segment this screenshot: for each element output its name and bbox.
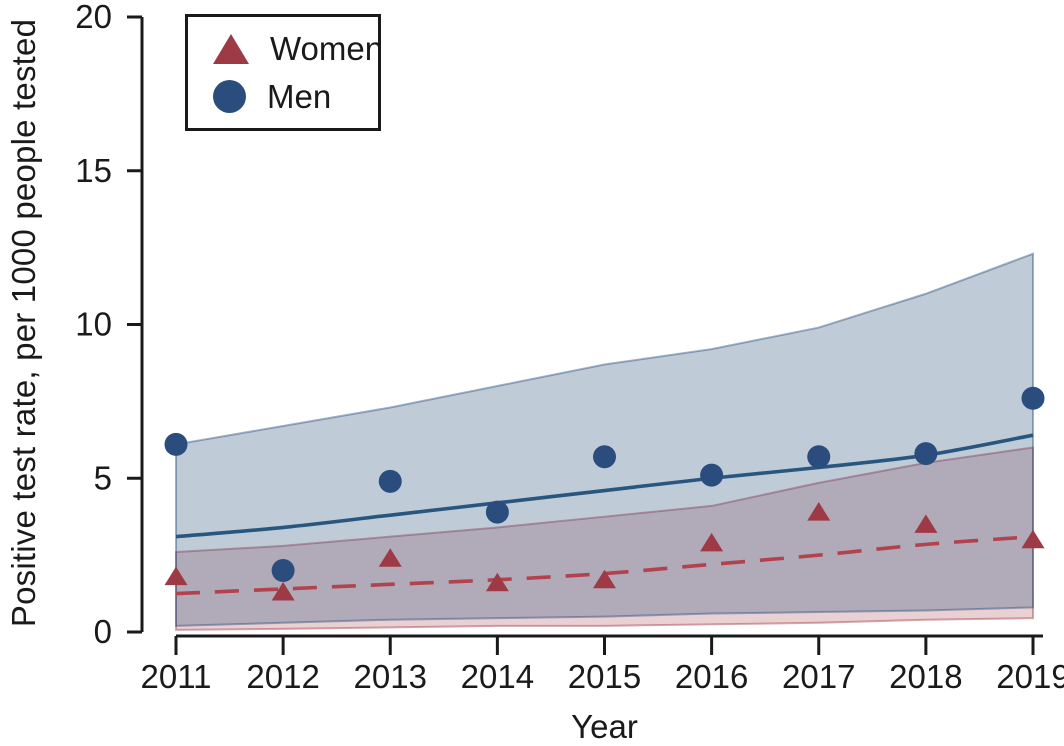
men-point-2018: [914, 442, 938, 466]
women-fit-line: [175, 534, 1034, 596]
legend: Women Men: [185, 14, 383, 131]
legend-label-women: Women: [270, 30, 384, 67]
women-point-2011: [164, 566, 188, 586]
women-point-2012: [271, 582, 295, 601]
men-point-2014: [485, 500, 509, 524]
x-tick-label-2014: 2014: [461, 658, 534, 695]
men-point-2012: [271, 559, 295, 582]
men-confidence-band: [175, 252, 1034, 627]
y-tick-label-20: 20: [75, 0, 112, 35]
men-fit-line: [175, 433, 1034, 539]
women-point-2016: [700, 532, 724, 552]
x-tick-label-2012: 2012: [246, 658, 319, 695]
y-tick-label-0: 0: [94, 613, 112, 650]
y-tick-label-10: 10: [75, 306, 112, 343]
women-point-2014: [485, 572, 509, 592]
x-tick-label-2011: 2011: [141, 658, 212, 695]
x-tick-label-2015: 2015: [568, 658, 641, 695]
women-point-2013: [378, 548, 402, 567]
women-point-2015: [593, 569, 616, 589]
x-tick-label-2018: 2018: [889, 658, 962, 695]
men-point-2016: [700, 463, 724, 487]
men-point-2013: [378, 469, 402, 493]
x-axis-label: Year: [571, 708, 638, 745]
x-tick-label-2017: 2017: [782, 658, 855, 695]
women-point-2019: [1021, 529, 1045, 549]
men-point-2017: [807, 445, 831, 469]
legend-label-men: Men: [267, 78, 332, 115]
men-point-2015: [593, 445, 616, 469]
legend-item-men: Men: [213, 80, 378, 113]
men-point-2011: [164, 432, 188, 456]
y-tick-label-5: 5: [94, 459, 112, 496]
legend-item-women: Women: [213, 32, 383, 65]
women-point-2017: [807, 502, 831, 521]
legend-circle-icon: [213, 80, 246, 113]
legend-triangle-icon: [213, 33, 249, 64]
x-tick-label-2016: 2016: [675, 658, 748, 695]
y-tick-label-15: 15: [75, 152, 112, 189]
x-tick-label-2019: 2019: [996, 658, 1064, 695]
y-axis-label: Positive test rate, per 1000 people test…: [5, 18, 42, 628]
women-point-2018: [914, 514, 938, 533]
men-point-2019: [1021, 386, 1045, 410]
x-tick-label-2013: 2013: [354, 658, 427, 695]
